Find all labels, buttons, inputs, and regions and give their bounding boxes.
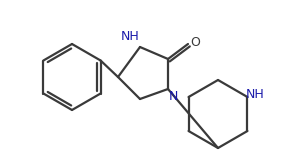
Text: N: N — [168, 89, 178, 103]
Text: NH: NH — [246, 87, 265, 100]
Text: NH: NH — [120, 30, 139, 44]
Text: O: O — [190, 35, 200, 48]
